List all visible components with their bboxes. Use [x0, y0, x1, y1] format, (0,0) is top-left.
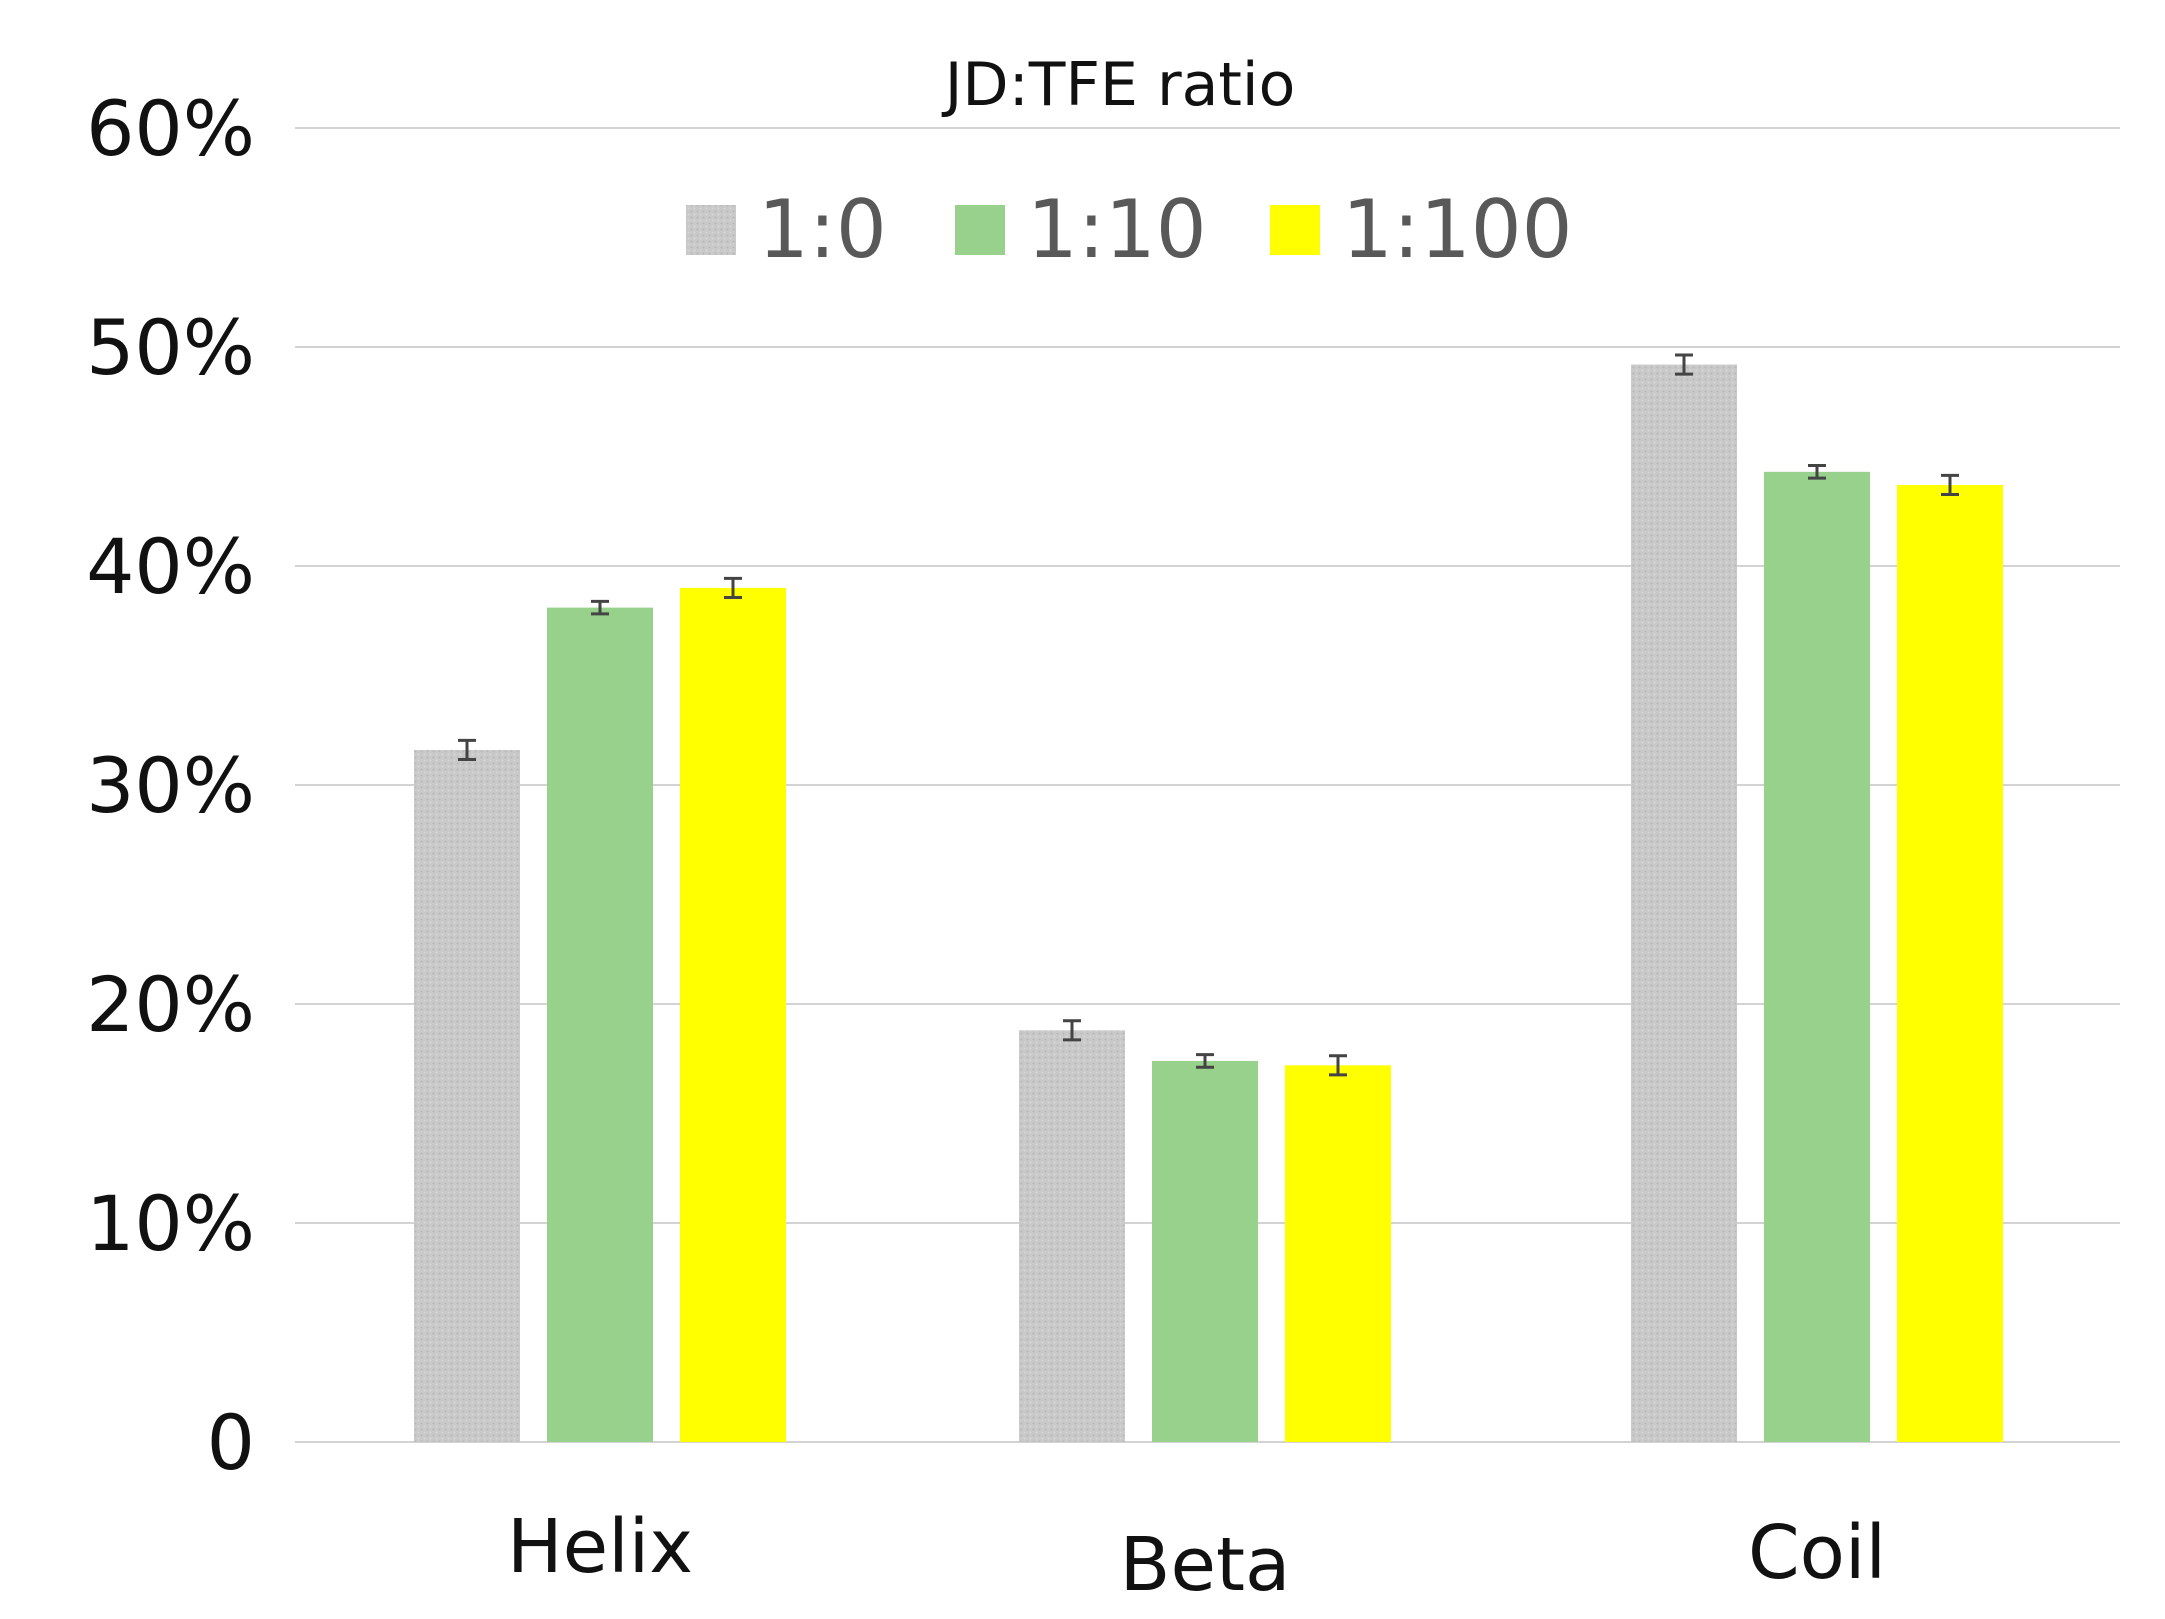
- error-bar: [1675, 353, 1693, 376]
- bar-beta-3: [1285, 1065, 1391, 1442]
- error-bar: [591, 599, 609, 616]
- error-bar: [1196, 1053, 1214, 1069]
- bar-helix-1: [414, 749, 520, 1442]
- y-tick-label: 50%: [86, 303, 255, 392]
- bars: [414, 364, 2003, 1443]
- bar-coil-2: [1764, 471, 1870, 1443]
- x-category-label: Helix: [507, 1504, 693, 1590]
- y-tick-label: 30%: [86, 741, 255, 830]
- bar-helix-2: [547, 607, 653, 1442]
- bar-coil-3: [1897, 484, 2003, 1443]
- legend-item: 1:10: [955, 183, 1207, 276]
- bar-beta-1: [1019, 1030, 1125, 1442]
- legend-swatch: [1270, 205, 1320, 255]
- error-bar: [1329, 1054, 1347, 1077]
- x-category-label: Coil: [1748, 1510, 1886, 1596]
- legend-label: 1:10: [1027, 183, 1207, 276]
- y-axis-tick-labels: 0 10% 20% 30% 40% 50% 60%: [86, 84, 255, 1487]
- y-tick-label: 0: [207, 1398, 255, 1487]
- legend: JD:TFE ratio 1:0 1:10 1:100: [686, 50, 1573, 276]
- error-bar: [1941, 473, 1959, 497]
- bar-beta-2: [1152, 1060, 1258, 1442]
- bar-helix-3: [680, 587, 786, 1442]
- x-category-label: Beta: [1120, 1522, 1291, 1608]
- y-tick-label: 40%: [86, 522, 255, 611]
- bar-coil-1: [1631, 364, 1737, 1442]
- legend-label: 1:100: [1342, 183, 1573, 276]
- y-tick-label: 60%: [86, 84, 255, 173]
- error-bar: [458, 738, 476, 762]
- legend-item: 1:100: [1270, 183, 1573, 276]
- error-bar: [724, 576, 742, 599]
- legend-title: JD:TFE ratio: [941, 50, 1296, 120]
- error-bars: [458, 353, 1959, 1077]
- legend-swatch: [955, 205, 1005, 255]
- x-axis-category-labels: Helix Beta Coil: [507, 1504, 1886, 1608]
- y-tick-label: 20%: [86, 960, 255, 1049]
- legend-item: 1:0: [686, 183, 887, 276]
- y-tick-label: 10%: [86, 1179, 255, 1268]
- error-bar: [1063, 1019, 1081, 1042]
- legend-label: 1:0: [758, 183, 887, 276]
- legend-swatch: [686, 205, 736, 255]
- error-bar: [1808, 464, 1826, 480]
